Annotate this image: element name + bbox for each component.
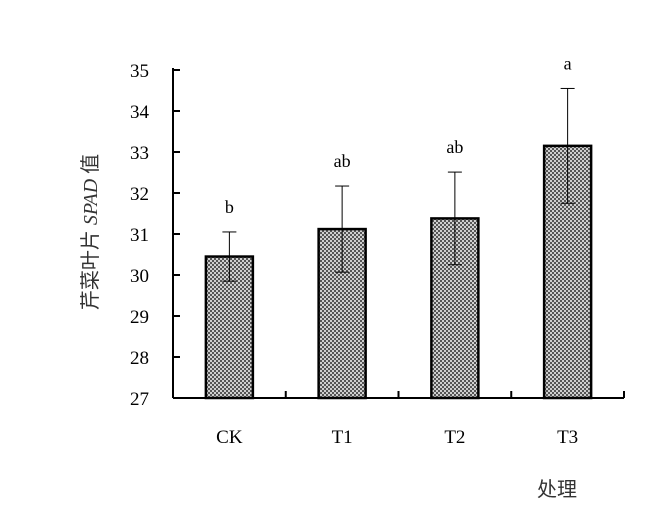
y-tick-label-27: 27	[130, 389, 149, 410]
y-tick-label-29: 29	[130, 307, 149, 328]
error-bars-layer	[222, 87, 575, 282]
significance-labels-layer: b ab ab a	[225, 53, 572, 217]
bar-t3	[542, 144, 593, 400]
axes-layer: CK T1 T2 T3 27 28 29 30 31 32 33 34 35	[130, 61, 625, 448]
x-tick-label-t2: T2	[444, 427, 465, 448]
bars-layer	[204, 144, 593, 400]
y-tick-label-31: 31	[130, 225, 149, 246]
significance-label-ck: b	[225, 197, 234, 217]
y-tick-label-34: 34	[130, 102, 150, 123]
y-tick-label-30: 30	[130, 266, 149, 287]
x-tick-label-ck: CK	[216, 427, 243, 448]
x-tick-label-t1: T1	[332, 427, 353, 448]
y-axis-title: 芹菜叶片 SPAD 值	[79, 154, 102, 310]
significance-label-t2: ab	[446, 137, 463, 157]
y-tick-label-35: 35	[130, 61, 149, 82]
significance-label-t3: a	[564, 53, 572, 73]
y-tick-label-32: 32	[130, 184, 149, 205]
significance-label-t1: ab	[334, 151, 351, 171]
y-tick-label-33: 33	[130, 143, 149, 164]
y-tick-label-28: 28	[130, 348, 149, 369]
x-tick-label-t3: T3	[557, 427, 578, 448]
x-axis-title: 处理	[537, 478, 577, 501]
